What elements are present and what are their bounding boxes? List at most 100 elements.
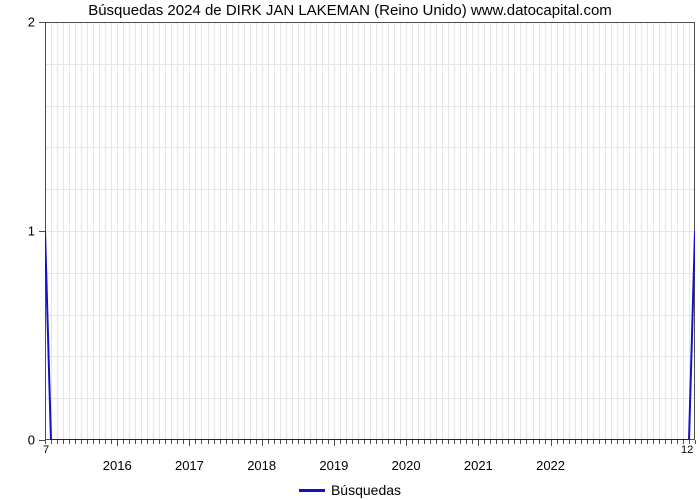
- x-minor-tick: [629, 440, 630, 444]
- x-minor-tick: [436, 440, 437, 444]
- x-minor-tick: [575, 440, 576, 444]
- x-minor-tick: [141, 440, 142, 444]
- x-minor-tick: [117, 440, 118, 444]
- x-minor-tick: [581, 440, 582, 444]
- x-minor-tick: [81, 440, 82, 444]
- x-minor-tick: [316, 440, 317, 444]
- x-minor-tick: [605, 440, 606, 444]
- x-minor-tick: [250, 440, 251, 444]
- x-minor-tick: [135, 440, 136, 444]
- y-axis-label: 1: [0, 224, 35, 239]
- x-minor-tick: [244, 440, 245, 444]
- x-minor-tick: [322, 440, 323, 444]
- x-minor-tick: [623, 440, 624, 444]
- x-minor-tick: [635, 440, 636, 444]
- x-minor-tick: [358, 440, 359, 444]
- x-minor-tick: [454, 440, 455, 444]
- x-minor-tick: [382, 440, 383, 444]
- x-minor-tick: [430, 440, 431, 444]
- chart-container: Búsquedas 2024 de DIRK JAN LAKEMAN (Rein…: [0, 0, 700, 500]
- x-minor-tick: [195, 440, 196, 444]
- x-minor-tick: [424, 440, 425, 444]
- x-sublabel-right: 12: [681, 444, 693, 456]
- x-minor-tick: [647, 440, 648, 444]
- x-minor-tick: [153, 440, 154, 444]
- x-minor-tick: [599, 440, 600, 444]
- x-minor-tick: [400, 440, 401, 444]
- x-minor-tick: [502, 440, 503, 444]
- y-tick: [39, 22, 45, 23]
- x-minor-tick: [659, 440, 660, 444]
- x-minor-tick: [298, 440, 299, 444]
- x-minor-tick: [490, 440, 491, 444]
- x-axis-label: 2020: [392, 458, 421, 473]
- x-minor-tick: [105, 440, 106, 444]
- x-minor-tick: [208, 440, 209, 444]
- x-sublabel-left: 7: [43, 444, 49, 456]
- x-minor-tick: [448, 440, 449, 444]
- x-minor-tick: [388, 440, 389, 444]
- x-minor-tick: [256, 440, 257, 444]
- x-minor-tick: [226, 440, 227, 444]
- x-minor-tick: [51, 440, 52, 444]
- x-axis-label: 2022: [536, 458, 565, 473]
- x-minor-tick: [557, 440, 558, 444]
- x-minor-tick: [75, 440, 76, 444]
- x-axis-label: 2021: [464, 458, 493, 473]
- x-minor-tick: [159, 440, 160, 444]
- x-minor-tick: [472, 440, 473, 444]
- x-minor-tick: [292, 440, 293, 444]
- x-minor-tick: [376, 440, 377, 444]
- x-minor-tick: [232, 440, 233, 444]
- y-tick: [39, 231, 45, 232]
- legend: Búsquedas: [0, 482, 700, 498]
- x-minor-tick: [63, 440, 64, 444]
- x-minor-tick: [533, 440, 534, 444]
- x-minor-tick: [352, 440, 353, 444]
- x-minor-tick: [87, 440, 88, 444]
- x-minor-tick: [129, 440, 130, 444]
- x-minor-tick: [340, 440, 341, 444]
- x-minor-tick: [496, 440, 497, 444]
- x-minor-tick: [286, 440, 287, 444]
- x-minor-tick: [587, 440, 588, 444]
- x-minor-tick: [406, 440, 407, 444]
- x-minor-tick: [593, 440, 594, 444]
- x-axis-label: 2018: [247, 458, 276, 473]
- line-layer: [45, 22, 695, 440]
- x-minor-tick: [274, 440, 275, 444]
- x-minor-tick: [671, 440, 672, 444]
- x-minor-tick: [165, 440, 166, 444]
- x-minor-tick: [268, 440, 269, 444]
- x-minor-tick: [183, 440, 184, 444]
- x-minor-tick: [262, 440, 263, 444]
- x-minor-tick: [394, 440, 395, 444]
- x-minor-tick: [484, 440, 485, 444]
- x-minor-tick: [412, 440, 413, 444]
- x-minor-tick: [328, 440, 329, 444]
- legend-label: Búsquedas: [331, 482, 401, 498]
- x-minor-tick: [214, 440, 215, 444]
- x-minor-tick: [189, 440, 190, 444]
- x-minor-tick: [418, 440, 419, 444]
- x-minor-tick: [99, 440, 100, 444]
- x-minor-tick: [653, 440, 654, 444]
- x-minor-tick: [280, 440, 281, 444]
- x-minor-tick: [563, 440, 564, 444]
- x-minor-tick: [57, 440, 58, 444]
- x-minor-tick: [364, 440, 365, 444]
- y-axis-label: 2: [0, 15, 35, 30]
- y-axis-label: 0: [0, 433, 35, 448]
- x-minor-tick: [304, 440, 305, 444]
- x-minor-tick: [171, 440, 172, 444]
- x-minor-tick: [520, 440, 521, 444]
- chart-title: Búsquedas 2024 de DIRK JAN LAKEMAN (Rein…: [0, 2, 700, 19]
- plot-area: [45, 22, 695, 440]
- x-minor-tick: [238, 440, 239, 444]
- x-minor-tick: [569, 440, 570, 444]
- x-minor-tick: [478, 440, 479, 444]
- x-minor-tick: [220, 440, 221, 444]
- x-minor-tick: [695, 440, 696, 444]
- x-minor-tick: [442, 440, 443, 444]
- x-axis-label: 2017: [175, 458, 204, 473]
